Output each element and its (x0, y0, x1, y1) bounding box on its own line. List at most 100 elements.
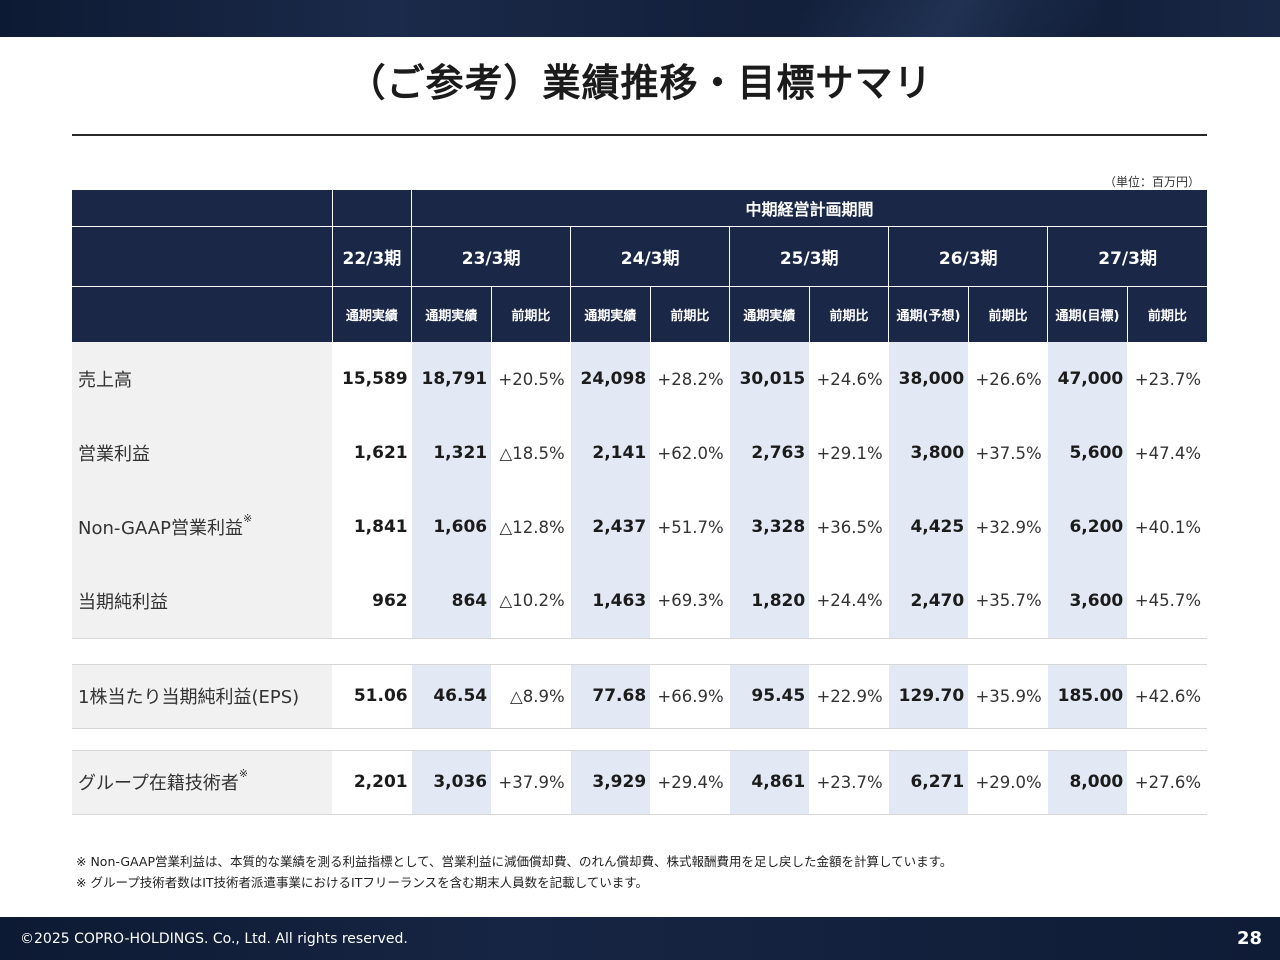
footer-bar (0, 917, 1280, 960)
value-cell: 1,463 (570, 564, 651, 638)
yoy-change-cell: +27.6% (1127, 749, 1207, 815)
row-label-text: 売上高 (78, 370, 132, 391)
subheader: 通期実績 (411, 285, 492, 342)
yoy-change-cell: +42.6% (1127, 663, 1207, 729)
yoy-change-cell: △8.9% (491, 663, 571, 729)
value-cell: 95.45 (729, 663, 810, 729)
value-cell: 4,425 (888, 490, 969, 564)
value-cell: 3,929 (570, 749, 651, 815)
period-header: 25/3期 (729, 225, 889, 286)
yoy-change-cell: +24.4% (809, 564, 889, 638)
yoy-change-cell: +40.1% (1127, 490, 1207, 564)
yoy-change-cell: +66.9% (650, 663, 730, 729)
yoy-change-cell: +35.7% (968, 564, 1048, 638)
value-cell: 3,036 (411, 749, 492, 815)
value-cell: 51.06 (332, 663, 412, 729)
subheader: 通期実績 (570, 285, 651, 342)
value-cell: 15,589 (332, 342, 412, 416)
value-cell: 4,861 (729, 749, 810, 815)
yoy-change-cell: +47.4% (1127, 416, 1207, 490)
row-label: 営業利益 (72, 416, 333, 490)
period-header: 27/3期 (1047, 225, 1207, 286)
value-cell: 3,328 (729, 490, 810, 564)
yoy-change-cell: △12.8% (491, 490, 571, 564)
page-title: （ご参考）業績推移・目標サマリ (347, 61, 933, 105)
page-number: 28 (1236, 928, 1262, 949)
subheader: 通期(予想) (888, 285, 969, 342)
value-cell: 1,606 (411, 490, 492, 564)
value-cell: 2,201 (332, 749, 412, 815)
yoy-change-cell: +69.3% (650, 564, 730, 638)
value-cell: 1,820 (729, 564, 810, 638)
row-label-text: グループ在籍技術者 (78, 773, 239, 794)
subheader: 前期比 (808, 285, 889, 342)
header-blank (72, 285, 333, 342)
table-row: 1株当たり当期純利益(EPS) 51.06 46.54 △8.9% 77.68 +66.9… (72, 663, 1207, 729)
yoy-change-cell: △10.2% (491, 564, 571, 638)
header-blank (331, 190, 412, 226)
value-cell: 1,321 (411, 416, 492, 490)
yoy-change-cell: +20.5% (491, 342, 571, 416)
table-row: Non-GAAP営業利益※ 1,841 1,606 △12.8% 2,437 +51.7%… (72, 490, 1207, 564)
yoy-change-cell: +35.9% (968, 663, 1048, 729)
plan-period-header: 中期経営計画期間 (411, 190, 1207, 226)
value-cell: 2,141 (570, 416, 651, 490)
value-cell: 864 (411, 564, 492, 638)
value-cell: 6,271 (888, 749, 969, 815)
subheader: 前期比 (649, 285, 730, 342)
value-cell: 77.68 (570, 663, 651, 729)
footnote-marker: ※ (242, 512, 253, 525)
subheader: 通期実績 (331, 285, 412, 342)
yoy-change-cell: +51.7% (650, 490, 730, 564)
row-label: グループ在籍技術者※ (72, 749, 333, 815)
table-row: 当期純利益 962 864 △10.2% 1,463 +69.3% 1,820 +24.4% 2… (72, 564, 1207, 638)
row-label: 1株当たり当期純利益(EPS) (72, 663, 333, 729)
footnote: ※ Non-GAAP営業利益は、本質的な業績を測る利益指標として、営業利益に減価… (76, 854, 953, 869)
yoy-change-cell: +26.6% (968, 342, 1048, 416)
subheader: 前期比 (967, 285, 1048, 342)
footnote: ※ グループ技術者数はIT技術者派遣事業におけるITフリーランスを含む期末人員数… (76, 875, 648, 890)
subheader: 前期比 (1126, 285, 1207, 342)
yoy-change-cell: +37.5% (968, 416, 1048, 490)
row-label-text: 1株当たり当期純利益(EPS) (78, 687, 300, 708)
yoy-change-cell: +29.4% (650, 749, 730, 815)
value-cell: 3,600 (1047, 564, 1128, 638)
yoy-change-cell: +45.7% (1127, 564, 1207, 638)
value-cell: 38,000 (888, 342, 969, 416)
yoy-change-cell: △18.5% (491, 416, 571, 490)
table-row: 売上高 15,589 18,791 +20.5% 24,098 +28.2% 30,015 +… (72, 342, 1207, 416)
yoy-change-cell: +28.2% (650, 342, 730, 416)
subheader: 通期(目標) (1047, 285, 1128, 342)
value-cell: 8,000 (1047, 749, 1128, 815)
value-cell: 3,800 (888, 416, 969, 490)
footnote-marker: ※ (238, 767, 249, 780)
unit-note: （単位：百万円） (1103, 175, 1200, 189)
value-cell: 6,200 (1047, 490, 1128, 564)
value-cell: 129.70 (888, 663, 969, 729)
value-cell: 2,763 (729, 416, 810, 490)
row-label-text: 当期純利益 (78, 591, 168, 613)
period-header: 22/3期 (331, 225, 412, 286)
yoy-change-cell: +29.1% (809, 416, 889, 490)
header-blank (72, 225, 333, 286)
yoy-change-cell: +37.9% (491, 749, 571, 815)
row-label-text: Non-GAAP営業利益 (78, 518, 243, 539)
value-cell: 47,000 (1047, 342, 1128, 416)
subheader: 通期実績 (729, 285, 810, 342)
row-label-text: 営業利益 (78, 444, 150, 465)
value-cell: 18,791 (411, 342, 492, 416)
table-row: 営業利益 1,621 1,321 △18.5% 2,141 +62.0% 2,763 +29.… (72, 416, 1207, 490)
value-cell: 1,621 (332, 416, 412, 490)
value-cell: 185.00 (1047, 663, 1128, 729)
row-label: 売上高 (72, 342, 333, 416)
copyright-text: ©2025 COPRO-HOLDINGS. Co., Ltd. All righ… (20, 931, 408, 947)
footnotes: ※ Non-GAAP営業利益は、本質的な業績を測る利益指標として、営業利益に減価… (76, 851, 952, 893)
yoy-change-cell: +36.5% (809, 490, 889, 564)
value-cell: 30,015 (729, 342, 810, 416)
table-row: グループ在籍技術者※ 2,201 3,036 +37.9% 3,929 +29.4% 4,8… (72, 749, 1207, 815)
value-cell: 2,470 (888, 564, 969, 638)
title-divider (72, 134, 1207, 136)
row-label: Non-GAAP営業利益※ (72, 490, 333, 564)
performance-summary-table: 中期経営計画期間 22/3期 23/3期 24/3期 25/3期 26/3期 2… (72, 190, 1207, 815)
row-label: 当期純利益 (72, 564, 333, 638)
